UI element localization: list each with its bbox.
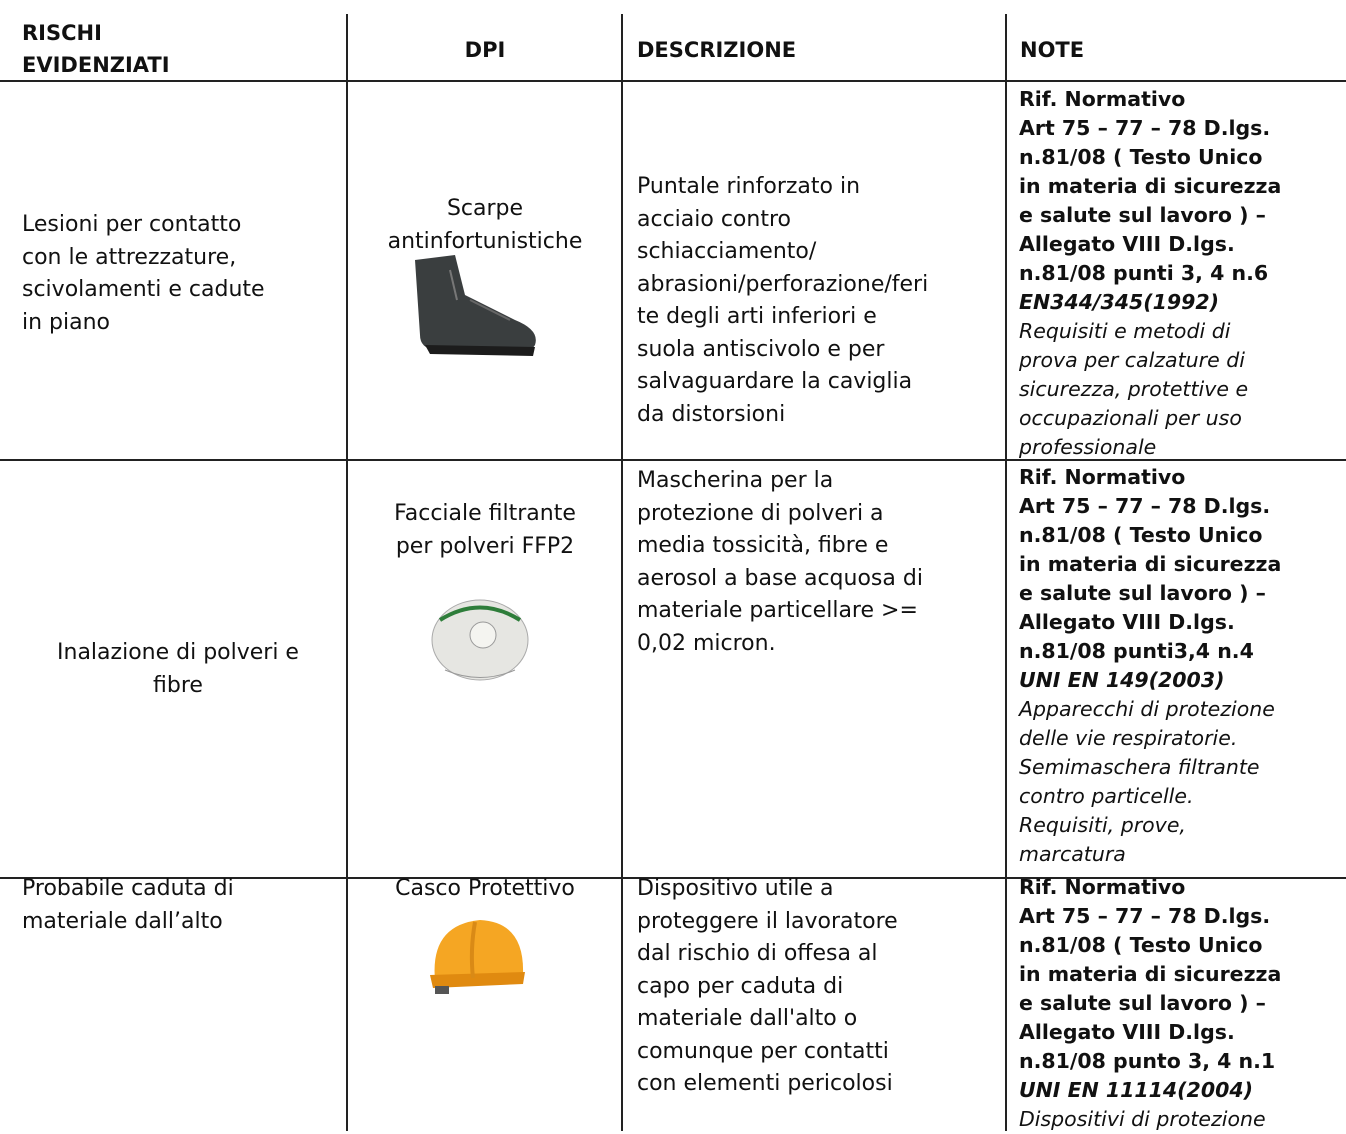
v-rule xyxy=(1005,14,1007,1131)
description-line: protezione di polveri a xyxy=(637,500,884,526)
description-line: schiacciamento/ xyxy=(637,239,817,264)
risk-line: con le attrezzature, xyxy=(22,244,237,270)
dpi-cell: Casco Protettivo xyxy=(395,873,575,906)
header-notes: NOTE xyxy=(1020,38,1085,62)
risk-cell: Probabile caduta di materiale dall’alto xyxy=(22,873,234,938)
note-reference: n.81/08 punti 3, 4 n.6 xyxy=(1019,261,1269,285)
description-line: 0,02 micron. xyxy=(637,630,776,656)
description-line: acciaio contro xyxy=(637,206,791,232)
note-standard-description: delle vie respiratorie. xyxy=(1019,726,1238,750)
note-reference: n.81/08 ( Testo Unico xyxy=(1019,523,1263,547)
description-line: aerosol a base acquosa di xyxy=(637,565,923,591)
mask-image xyxy=(431,599,529,681)
note-reference: Allegato VIII D.lgs. xyxy=(1019,232,1235,256)
dpi-line: Facciale filtrante xyxy=(394,501,576,526)
note-reference: in materia di sicurezza xyxy=(1019,552,1282,576)
note-reference: n.81/08 punto 3, 4 n.1 xyxy=(1019,1049,1276,1073)
description-line: Puntale rinforzato in xyxy=(637,174,861,199)
note-reference: e salute sul lavoro ) – xyxy=(1019,581,1266,605)
note-standard-description: Requisiti, prove, xyxy=(1019,813,1186,837)
description-line: con elementi pericolosi xyxy=(637,1071,893,1096)
description-line: abrasioni/perforazione/feri xyxy=(637,271,929,297)
note-reference: Allegato VIII D.lgs. xyxy=(1019,610,1235,634)
note-standard-description: prova per calzature di xyxy=(1019,348,1245,372)
note-standard-description: Dispositivi di protezione xyxy=(1019,1107,1266,1131)
description-line: te degli arti inferiori e xyxy=(637,304,877,329)
note-standard-description: Apparecchi di protezione xyxy=(1019,697,1275,721)
note-standard-description: marcatura xyxy=(1019,842,1126,866)
note-standard-description: sicurezza, protettive e xyxy=(1019,377,1249,401)
dpi-cell: Scarpe antinfortunistiche xyxy=(388,193,583,258)
risk-cell: Lesioni per contatto con le attrezzature,… xyxy=(22,209,265,339)
risk-line: Inalazione di polveri e xyxy=(57,640,299,665)
risk-line: fibre xyxy=(153,672,203,698)
description-line: Dispositivo utile a xyxy=(637,876,834,901)
dpi-cell: Facciale filtrante per polveri FFP2 xyxy=(394,498,576,563)
risk-line: scivolamenti e cadute xyxy=(22,277,265,302)
description-line: Mascherina per la xyxy=(637,468,834,493)
description-line: media tossicità, fibre e xyxy=(637,533,889,558)
note-reference: in materia di sicurezza xyxy=(1019,962,1282,986)
description-line: proteggere il lavoratore xyxy=(637,908,898,934)
h-rule xyxy=(0,80,1346,82)
note-standard: EN344/345(1992) xyxy=(1019,290,1220,314)
dpi-line: antinfortunistiche xyxy=(387,228,583,254)
dpi-line: Casco Protettivo xyxy=(395,876,575,901)
notes-cell: Rif. Normativo Art 75 – 77 – 78 D.lgs. n.8… xyxy=(1019,463,1281,869)
note-reference: Rif. Normativo xyxy=(1019,875,1186,899)
description-line: materiale dall'alto o xyxy=(637,1006,858,1031)
header-risks: RISCHI EVIDENZIATI xyxy=(22,17,170,81)
note-reference: e salute sul lavoro ) – xyxy=(1019,203,1266,227)
description-line: salvaguardare la caviglia xyxy=(637,369,913,394)
risk-line: in piano xyxy=(22,309,111,335)
notes-cell: Rif. Normativo Art 75 – 77 – 78 D.lgs. n.8… xyxy=(1019,873,1281,1134)
risk-cell: Inalazione di polveri e fibre xyxy=(57,637,299,702)
description-cell: Mascherina per la protezione di polveri a… xyxy=(637,465,923,660)
note-reference: in materia di sicurezza xyxy=(1019,174,1282,198)
note-reference: Rif. Normativo xyxy=(1019,465,1186,489)
risk-line: Lesioni per contatto xyxy=(22,212,242,237)
description-line: suola antiscivolo e per xyxy=(637,336,885,362)
header-line: RISCHI xyxy=(22,21,102,45)
description-cell: Puntale rinforzato in acciaio contro schia… xyxy=(637,171,928,431)
notes-cell: Rif. Normativo Art 75 – 77 – 78 D.lgs. n.8… xyxy=(1019,85,1281,462)
header-line: EVIDENZIATI xyxy=(22,53,170,77)
note-reference: Rif. Normativo xyxy=(1019,87,1186,111)
header-dpi: DPI xyxy=(464,38,506,62)
h-rule xyxy=(0,877,1346,879)
risk-line: Probabile caduta di xyxy=(22,876,234,901)
note-standard-description: Semimaschera filtrante xyxy=(1019,755,1260,779)
note-standard-description: occupazionali per uso xyxy=(1019,406,1242,430)
description-cell: Dispositivo utile a proteggere il lavorat… xyxy=(637,873,898,1101)
description-line: comunque per contatti xyxy=(637,1038,889,1064)
dpi-line: per polveri FFP2 xyxy=(395,533,575,559)
risk-line: materiale dall’alto xyxy=(22,908,223,934)
note-reference: n.81/08 punti3,4 n.4 xyxy=(1019,639,1254,663)
note-reference: Art 75 – 77 – 78 D.lgs. xyxy=(1019,116,1271,140)
h-rule xyxy=(0,459,1346,461)
helmet-image xyxy=(430,920,525,994)
description-line: da distorsioni xyxy=(637,401,786,427)
header-description: DESCRIZIONE xyxy=(637,38,797,62)
note-reference: n.81/08 ( Testo Unico xyxy=(1019,933,1263,957)
dpi-line: Scarpe xyxy=(446,196,524,221)
note-standard-description: contro particelle. xyxy=(1019,784,1194,808)
description-line: capo per caduta di xyxy=(637,973,844,999)
description-line: materiale particellare >= xyxy=(637,598,918,623)
v-rule xyxy=(346,14,348,1131)
note-reference: n.81/08 ( Testo Unico xyxy=(1019,145,1263,169)
note-reference: Art 75 – 77 – 78 D.lgs. xyxy=(1019,494,1271,518)
note-standard: UNI EN 149(2003) xyxy=(1019,668,1225,692)
note-standard-description: Requisiti e metodi di xyxy=(1019,319,1231,343)
description-line: dal rischio di offesa al xyxy=(637,941,878,966)
note-reference: Art 75 – 77 – 78 D.lgs. xyxy=(1019,904,1271,928)
note-reference: e salute sul lavoro ) – xyxy=(1019,991,1266,1015)
shoe-image xyxy=(415,255,536,356)
note-standard: UNI EN 11114(2004) xyxy=(1019,1078,1253,1102)
note-reference: Allegato VIII D.lgs. xyxy=(1019,1020,1235,1044)
note-standard-description: professionale xyxy=(1019,435,1157,459)
v-rule xyxy=(621,14,623,1131)
